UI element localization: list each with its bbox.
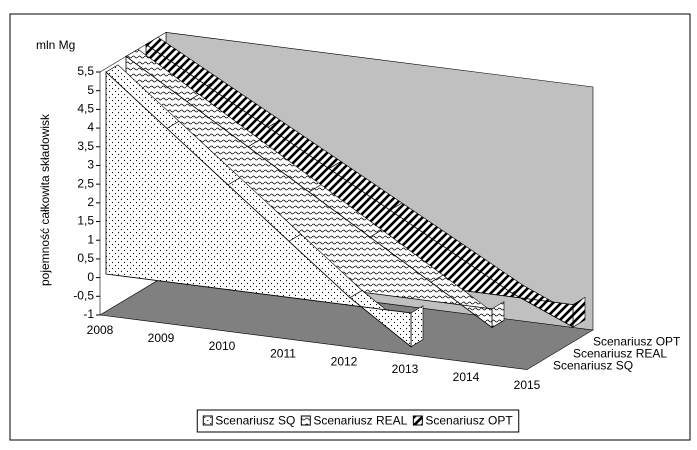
y-tick-label: 2 — [87, 195, 94, 209]
y-unit: mln Mg — [36, 38, 75, 52]
x-tick-label: 2009 — [148, 331, 175, 345]
area-side — [410, 305, 424, 348]
y-tick-label: 1,5 — [77, 214, 94, 228]
y-tick-label: 1 — [87, 232, 94, 246]
x-tick-label: 2010 — [209, 339, 236, 353]
y-tick-label: 3 — [87, 158, 94, 172]
depth-label: Scenariusz REAL — [573, 347, 667, 361]
area — [105, 71, 412, 348]
y-tick-label: 0,5 — [77, 251, 94, 265]
x-tick-label: 2015 — [514, 378, 541, 392]
legend-label: Scenariusz SQ — [215, 414, 295, 428]
y-tick-label: 4 — [87, 120, 94, 134]
y-tick-label: 4,5 — [77, 102, 94, 116]
legend-swatch — [300, 415, 311, 426]
x-tick-label: 2014 — [453, 370, 480, 384]
y-tick-label: 2,5 — [77, 176, 94, 190]
y-tick-label: -1 — [83, 307, 94, 321]
y-tick-label: 5,5 — [77, 64, 94, 78]
x-tick-label: 2013 — [392, 362, 419, 376]
y-tick-label: 5 — [87, 83, 94, 97]
x-tick-label: 2008 — [87, 323, 114, 337]
legend-box — [196, 409, 520, 433]
y-tick-label: -0,5 — [73, 288, 94, 302]
legend-label: Scenariusz OPT — [425, 414, 513, 428]
x-tick-label: 2012 — [331, 354, 358, 368]
legend: Scenariusz SQ Scenariusz REAL Scenariusz O… — [196, 409, 520, 433]
x-tick-label: 2011 — [270, 347, 296, 361]
legend-swatch — [202, 415, 213, 426]
depth-label: Scenariusz SQ — [553, 359, 633, 373]
y-tick-label: 0 — [87, 270, 94, 284]
legend-swatch — [412, 415, 423, 426]
depth-label: Scenariusz OPT — [593, 335, 681, 349]
legend-label: Scenariusz REAL — [313, 414, 407, 428]
y-axis-title: pojemność całkowita składowisk — [38, 113, 52, 286]
y-tick-label: 3,5 — [77, 139, 94, 153]
